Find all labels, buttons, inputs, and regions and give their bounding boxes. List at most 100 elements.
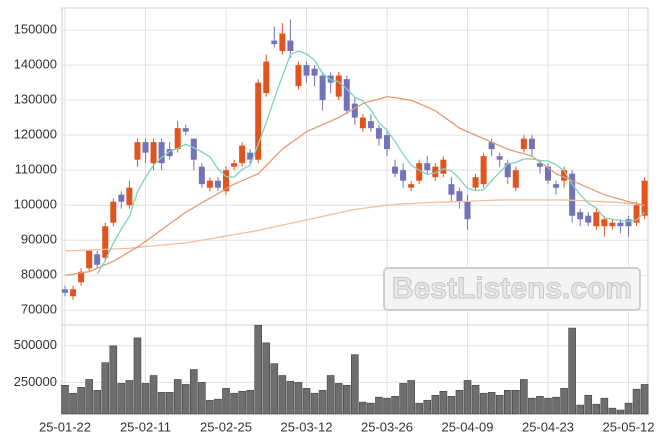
y-tick-label: 110000 [15, 162, 57, 177]
volume-bar [206, 399, 214, 415]
candle-body [311, 68, 318, 76]
y-tick-label: 250000 [14, 374, 57, 389]
volume-bar [431, 394, 440, 415]
volume-bar [198, 382, 206, 415]
ma-line [65, 199, 645, 252]
y-tick-label: 500000 [14, 337, 57, 352]
watermark: BestListens.com [383, 267, 641, 311]
candle-body [585, 215, 592, 223]
candle-body [520, 138, 527, 150]
candle-body [102, 226, 109, 258]
volume-bar [511, 389, 520, 415]
candle-body [561, 170, 568, 181]
candle-body [118, 194, 125, 202]
volume-bar [230, 392, 238, 415]
candle-body [70, 289, 77, 297]
volume-bar [375, 396, 383, 415]
volume-bar [350, 354, 359, 415]
candle-body [408, 184, 415, 188]
candle-body [214, 180, 221, 188]
x-tick-label: 25-01-22 [39, 419, 91, 434]
volume-bar [576, 404, 585, 415]
candle-body [512, 170, 519, 188]
volume-bar [608, 407, 617, 415]
candle-body [94, 254, 101, 265]
volume-bar [479, 392, 488, 415]
volume-bar [310, 392, 319, 415]
candle-body [601, 219, 608, 227]
candle-body [263, 61, 270, 94]
candle-body [174, 128, 181, 150]
candle-body [78, 271, 85, 283]
volume-bar [254, 324, 262, 415]
volume-bar [455, 389, 464, 415]
candle-body [166, 149, 173, 157]
candle-body [456, 191, 463, 202]
candle-body [231, 163, 238, 167]
volume-bar [495, 394, 504, 415]
candle-body [464, 201, 471, 220]
y-tick-label: 70000 [21, 302, 57, 317]
volume-bar [584, 394, 593, 415]
x-tick-label: 25-04-09 [441, 419, 493, 434]
volume-bar [246, 389, 254, 415]
candle-body [110, 201, 117, 223]
volume-bar [334, 383, 343, 415]
candle-body [432, 166, 439, 178]
volume-bar [214, 398, 222, 415]
volume-bar [463, 380, 472, 415]
candle-body [295, 65, 302, 87]
volume-bar [528, 397, 536, 415]
volume-bar [439, 391, 448, 415]
y-tick-label: 80000 [21, 267, 57, 282]
candle-body [392, 166, 399, 174]
volume-bar [133, 337, 142, 415]
candle-body [247, 152, 254, 160]
candle-body [553, 184, 560, 188]
candle-body [126, 187, 133, 206]
candle-body [625, 219, 632, 227]
volume-bar [568, 327, 576, 415]
candle-body [287, 40, 294, 52]
candle-body [86, 250, 93, 269]
volume-bar [552, 396, 560, 415]
volume-bar [117, 383, 126, 415]
candle-body [448, 184, 455, 195]
volume-bar [503, 389, 512, 415]
volume-bar [77, 387, 85, 415]
y-tick-label: 100000 [14, 197, 57, 212]
volume-bar [415, 402, 424, 415]
candle-body [134, 142, 141, 160]
volume-bar [302, 388, 311, 415]
candle-body [150, 142, 157, 164]
candle-body [569, 173, 576, 216]
watermark-box [383, 267, 641, 311]
candle-body [545, 166, 551, 181]
candle-body [488, 142, 495, 150]
candle-body [440, 159, 447, 174]
candle-body [319, 75, 326, 101]
volume-bar [544, 397, 552, 415]
watermark-text: BestListens.com [392, 272, 632, 305]
candle-body [367, 121, 374, 129]
candle-body [206, 180, 213, 188]
y-tick-label: 140000 [14, 57, 57, 72]
candle-body [190, 138, 197, 160]
volume-bar [262, 342, 271, 415]
volume-bar [616, 409, 625, 415]
candle-body [496, 156, 503, 160]
volume-bar [632, 388, 641, 415]
volume-bar [173, 379, 182, 415]
volume-bar [101, 362, 110, 415]
candle-body [400, 170, 407, 181]
candle-body [351, 103, 358, 118]
volume-bar [640, 384, 649, 415]
candle-body [536, 163, 543, 167]
candle-body [609, 222, 616, 227]
candle-body [198, 166, 205, 185]
volume-bar [487, 392, 496, 415]
candle-body [504, 163, 511, 178]
plot-frame [61, 7, 649, 415]
